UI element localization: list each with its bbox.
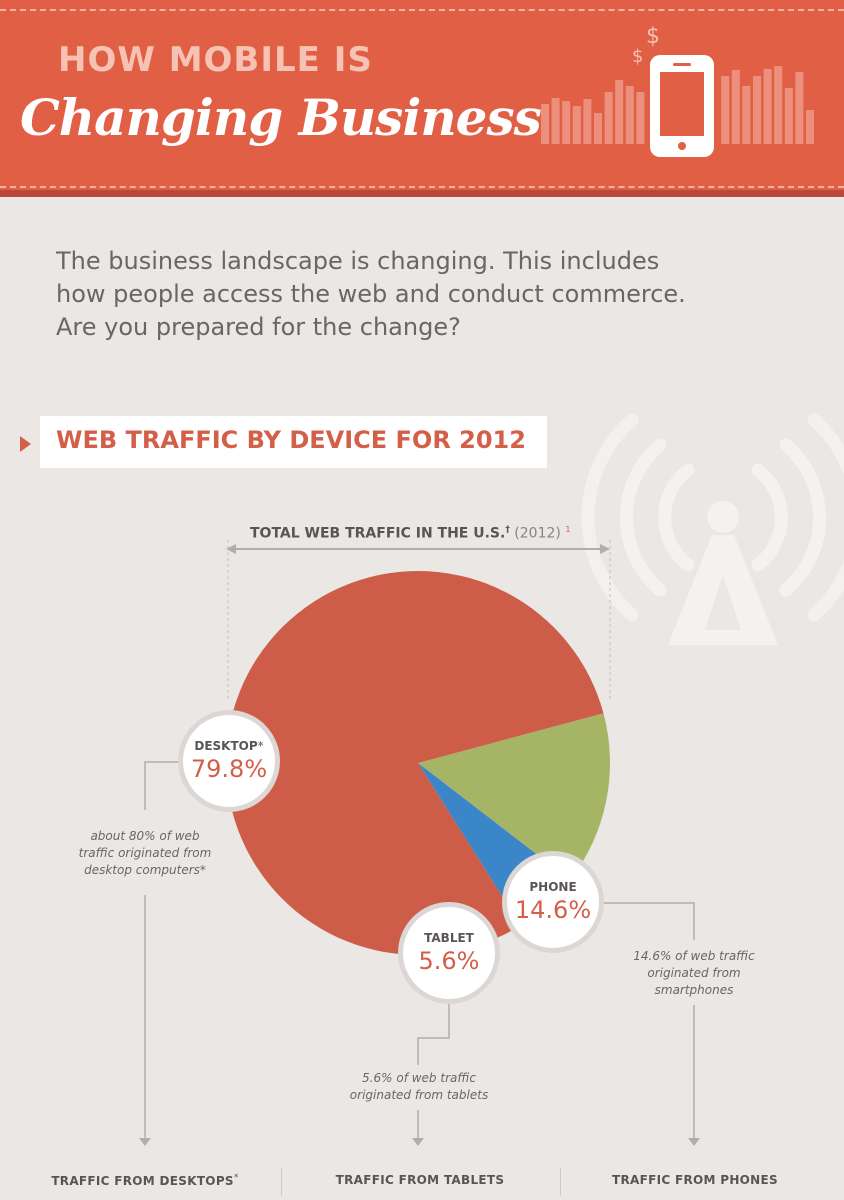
intro-text: The business landscape is changing. This… xyxy=(56,247,686,341)
tablet-value: 5.6% xyxy=(418,947,480,975)
chart-title-text: TOTAL WEB TRAFFIC IN THE U.S. xyxy=(250,525,506,542)
header-title-top: HOW MOBILE IS xyxy=(58,40,373,80)
header-title-script: Changing Business xyxy=(20,88,542,147)
desktop-bubble: DESKTOP* 79.8% xyxy=(178,710,280,812)
connector-arrows xyxy=(139,1138,700,1146)
tablet-bubble: TABLET 5.6% xyxy=(398,902,500,1004)
section-arrow-icon xyxy=(20,436,31,452)
tablet-note: 5.6% of web traffic originated from tabl… xyxy=(349,1071,489,1102)
total-bracket xyxy=(226,544,610,554)
footer-tablets: TRAFFIC FROM TABLETS xyxy=(335,1173,505,1187)
chart-title-mark: † xyxy=(505,525,510,535)
chart-title: TOTAL WEB TRAFFIC IN THE U.S.† (2012) 1 xyxy=(250,525,570,542)
footer-divider xyxy=(281,1168,282,1196)
phone-note: 14.6% of web traffic originated from sma… xyxy=(633,949,755,997)
pie-slice-phone xyxy=(418,713,610,881)
header-shadow xyxy=(0,190,844,197)
section-title: WEB TRAFFIC BY DEVICE FOR 2012 xyxy=(56,426,526,454)
section-title-box xyxy=(40,416,547,468)
footer-phones: TRAFFIC FROM PHONES xyxy=(612,1173,778,1187)
phone-bubble: PHONE 14.6% xyxy=(502,851,604,953)
header-dashed-line-top xyxy=(0,9,844,11)
phone-value: 14.6% xyxy=(514,896,592,924)
connector-lines xyxy=(144,761,695,1138)
pie-slice-desktop xyxy=(226,570,604,955)
tablet-label: TABLET xyxy=(424,931,474,945)
desktop-value: 79.8% xyxy=(190,755,268,783)
footer-divider xyxy=(560,1168,561,1196)
chart-year-note: (2012) xyxy=(514,525,561,542)
desktop-label: DESKTOP* xyxy=(194,739,264,753)
chart-footnote-mark: 1 xyxy=(565,525,571,534)
phone-label: PHONE xyxy=(529,880,577,894)
footer-desktops: TRAFFIC FROM DESKTOPS* xyxy=(51,1173,239,1188)
bracket-guides xyxy=(227,540,611,700)
desktop-note: about 80% of web traffic originated from… xyxy=(78,829,212,877)
header-dashed-line-bottom xyxy=(0,186,844,188)
